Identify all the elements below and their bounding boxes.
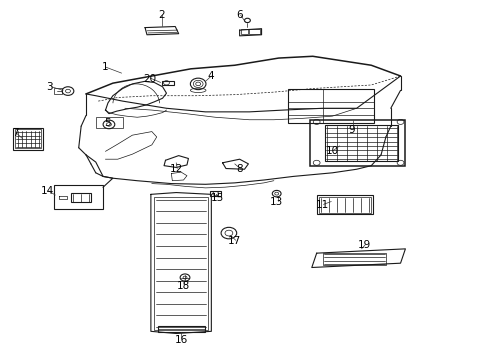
Bar (316, 195, 372, 214)
Bar (158, 326, 204, 332)
Bar (318, 197, 370, 213)
Bar (240, 30, 248, 35)
Bar (322, 253, 385, 265)
Bar (13, 128, 43, 149)
Text: 12: 12 (169, 164, 183, 174)
Text: 19: 19 (357, 240, 370, 250)
Text: 5: 5 (104, 118, 111, 128)
Bar (325, 126, 397, 161)
Text: 14: 14 (41, 186, 54, 196)
Text: 20: 20 (142, 74, 156, 84)
Text: 1: 1 (102, 62, 109, 72)
Bar (54, 88, 62, 94)
Bar (310, 120, 405, 166)
Text: 6: 6 (236, 10, 243, 20)
Text: 18: 18 (177, 281, 190, 291)
Bar (96, 117, 122, 128)
Text: 8: 8 (236, 164, 243, 174)
Bar (249, 30, 260, 35)
Text: 11: 11 (315, 200, 328, 210)
Text: 13: 13 (269, 197, 282, 207)
Text: 9: 9 (348, 125, 354, 135)
Text: 4: 4 (206, 71, 213, 81)
Text: 7: 7 (12, 129, 19, 138)
Bar (210, 192, 221, 196)
Bar (154, 197, 207, 330)
Text: 15: 15 (211, 193, 224, 203)
Bar (54, 185, 103, 209)
Text: 16: 16 (174, 334, 187, 345)
Bar (161, 81, 173, 85)
Text: 10: 10 (325, 146, 338, 156)
Text: 3: 3 (46, 82, 53, 92)
Text: 17: 17 (228, 236, 241, 246)
Bar (71, 193, 91, 202)
Bar (15, 130, 41, 148)
Text: 2: 2 (158, 10, 164, 20)
Bar (288, 89, 373, 123)
